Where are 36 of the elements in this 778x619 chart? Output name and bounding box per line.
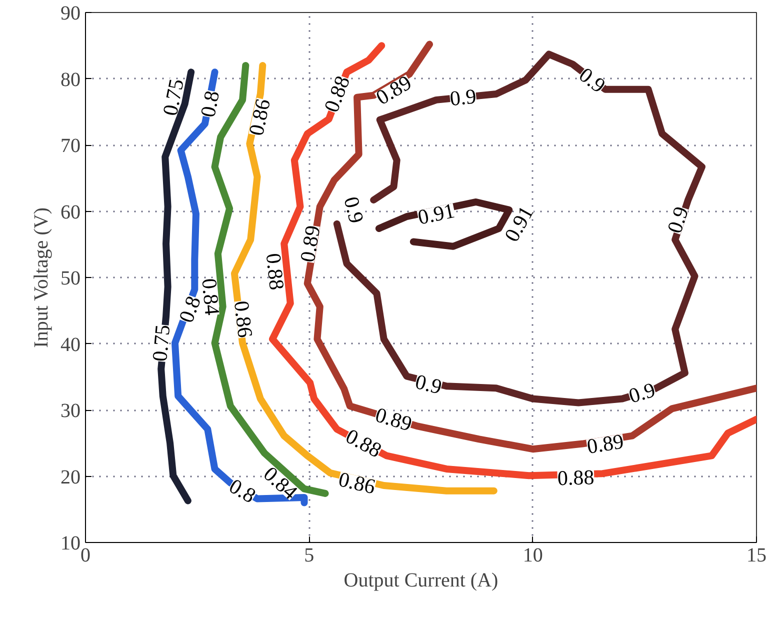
annotation: 0.89 — [585, 429, 626, 459]
y-tick-label: 20 — [60, 466, 80, 488]
x-axis-title: Output Current (A) — [344, 570, 498, 592]
annotation: 0.91 — [416, 198, 457, 230]
y-tick-label: 80 — [60, 68, 80, 91]
annotation: 0.8 — [196, 88, 224, 120]
annotation: 0.75 — [147, 324, 175, 363]
y-tick-label: 60 — [60, 201, 80, 224]
annotation: 0.9 — [662, 204, 694, 236]
annotation: 0.84 — [258, 462, 303, 504]
annotation: 0.9 — [339, 194, 369, 226]
annotation: 0.88 — [261, 252, 290, 292]
annotation: 0.88 — [557, 465, 594, 490]
annotation: 0.86 — [336, 466, 378, 499]
y-tick-label: 40 — [60, 334, 80, 356]
y-tick-label: 30 — [60, 400, 80, 422]
annotation: 0.9 — [626, 377, 658, 408]
annotation: 0.88 — [319, 72, 355, 116]
annotation: 0.89 — [295, 224, 325, 264]
x-tick-label: 15 — [746, 544, 766, 566]
y-tick-label: 50 — [60, 268, 80, 290]
annotation: 0.9 — [412, 369, 444, 399]
annotation: 0.89 — [372, 70, 416, 110]
annotation: 0.9 — [574, 62, 610, 98]
y-tick-label: 70 — [60, 135, 80, 157]
annotation: 0.91 — [500, 202, 538, 246]
annotation: 0.9 — [448, 84, 478, 111]
annotation: 0.75 — [158, 76, 188, 118]
x-tick-label: 0 — [80, 544, 90, 566]
y-axis-title: Input Voltage (V) — [30, 207, 52, 348]
y-tick-label: 90 — [60, 2, 80, 24]
annotation: 0.86 — [229, 300, 258, 339]
annotation: 0.86 — [244, 96, 276, 138]
x-tick-label: 5 — [304, 544, 314, 566]
annotation: 0.8 — [225, 474, 260, 508]
x-tick-label: 10 — [522, 544, 543, 566]
